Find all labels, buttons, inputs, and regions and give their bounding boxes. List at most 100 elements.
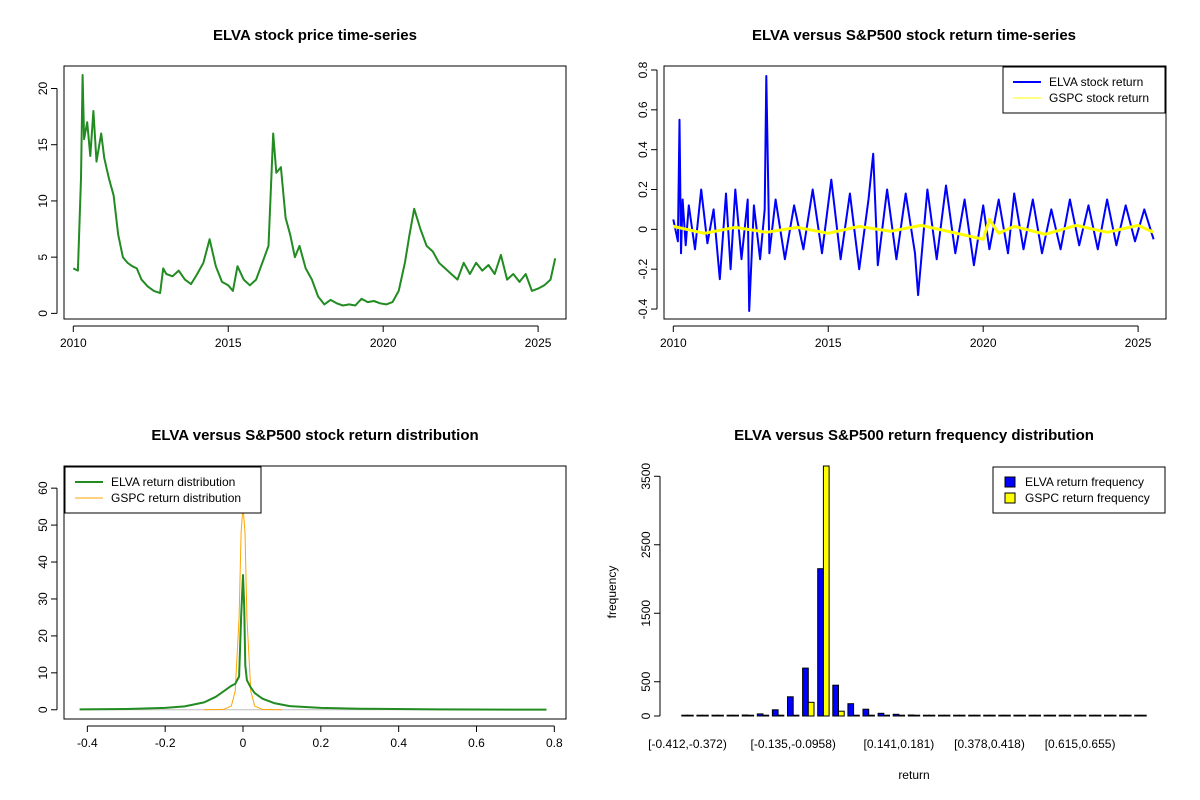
gspc-bar (838, 710, 845, 717)
x-tick-label: 2025 (525, 336, 552, 350)
elva-bar (802, 667, 809, 717)
elva-bar (771, 709, 779, 717)
legend-box (1002, 66, 1166, 114)
elva-bar (1119, 714, 1126, 717)
elva-bar (1013, 714, 1021, 717)
elva-bar (817, 568, 824, 717)
plot-area: 2010 2015 2020 2025 0 5 10 15 20 (36, 74, 557, 350)
elva-bar (953, 714, 960, 717)
y-tick-label: 0 (36, 706, 50, 713)
plot-frame (63, 465, 567, 720)
legend-label: ELVA return distribution (111, 475, 235, 489)
x-tick-label: 0.6 (468, 736, 485, 750)
x-tick-label: [0.615,0.655) (1045, 737, 1116, 751)
gspc-bar (1079, 714, 1087, 717)
chart-title: ELVA versus S&P500 return frequency dist… (734, 427, 1094, 444)
price-chart: ELVA stock price time-series 2010 2015 202… (36, 27, 567, 350)
gspc-bar (777, 714, 785, 717)
gspc-bar (898, 714, 906, 717)
y-tick-label: 0 (36, 310, 50, 317)
elva-bar (756, 713, 764, 717)
legend-box (992, 466, 1166, 514)
y-tick-label: 5 (36, 253, 50, 260)
elva-bar (847, 703, 855, 717)
y-tick-label: 0.2 (636, 181, 650, 198)
gspc-density-line (204, 506, 282, 711)
gspc-bar (1019, 714, 1026, 717)
gspc-bar (1140, 714, 1147, 717)
y-tick-label: 0.8 (636, 61, 650, 78)
y-tick-label: 30 (36, 592, 50, 606)
x-tick-label: [-0.135,-0.0958) (751, 737, 836, 751)
gspc-bar (762, 714, 770, 717)
gspc-bar (928, 714, 936, 717)
y-tick-label: 20 (36, 629, 50, 643)
elva-density-line (79, 574, 547, 711)
gspc-bar (1034, 714, 1042, 717)
gspc-bar (1004, 714, 1011, 717)
x-tick-label: [0.141,0.181) (864, 737, 935, 751)
x-tick-label: 0.2 (312, 736, 329, 750)
x-axis-label: return (898, 768, 929, 782)
gspc-bar (853, 714, 860, 717)
elva-bar (983, 714, 990, 717)
elva-bar (726, 714, 734, 717)
y-tick-label: 500 (639, 671, 653, 691)
gspc-bar (1064, 714, 1072, 717)
gspc-bar (807, 701, 815, 717)
elva-bar (998, 714, 1005, 717)
x-tick-label: [-0.412,-0.372) (648, 737, 727, 751)
elva-return-line (672, 75, 1155, 312)
x-tick-label: [0.378,0.418) (954, 737, 1025, 751)
elva-bar (787, 696, 794, 717)
y-tick-label: -0.2 (636, 259, 650, 280)
legend: ELVA stock return GSPC stock return (1002, 66, 1166, 114)
chart-title: ELVA stock price time-series (213, 27, 417, 44)
elva-bar (832, 684, 839, 717)
price-line (72, 74, 557, 307)
gspc-bar (913, 714, 921, 717)
elva-bar (1134, 714, 1141, 717)
gspc-bar (973, 714, 981, 717)
elva-bar (1104, 714, 1111, 717)
y-tick-label: 60 (36, 481, 50, 495)
gspc-bar (1049, 714, 1057, 717)
return-frequency-chart: ELVA versus S&P500 return frequency dist… (605, 427, 1166, 782)
x-tick-label: -0.2 (155, 736, 176, 750)
y-tick-label: 20 (36, 81, 50, 95)
gspc-bar (1124, 714, 1132, 717)
gspc-bar (1109, 714, 1117, 717)
elva-bar (938, 714, 945, 717)
x-tick-label: 0.8 (546, 736, 563, 750)
chart-title: ELVA versus S&P500 stock return time-ser… (752, 27, 1076, 44)
y-tick-label: 0.6 (636, 101, 650, 118)
elva-bar (862, 708, 870, 717)
elva-bar (968, 714, 975, 717)
elva-bar (1088, 714, 1096, 717)
y-tick-label: 10 (36, 666, 50, 680)
x-tick-label: 0.4 (390, 736, 407, 750)
gspc-bar (792, 714, 800, 717)
legend-label: GSPC return distribution (111, 491, 241, 505)
x-tick-label: 2010 (60, 336, 87, 350)
x-tick-label: 2025 (1125, 336, 1152, 350)
gspc-bar (868, 714, 875, 717)
legend-label: ELVA return frequency (1025, 475, 1144, 489)
x-tick-label: 0 (240, 736, 247, 750)
y-tick-label: 0.4 (636, 141, 650, 158)
elva-bar (922, 714, 930, 717)
elva-bar (741, 714, 749, 717)
x-tick-label: 2020 (970, 336, 997, 350)
y-tick-label: 10 (36, 194, 50, 208)
chart-title: ELVA versus S&P500 stock return distribu… (151, 427, 478, 444)
elva-bar (907, 714, 915, 717)
legend-swatch-gspc (1004, 492, 1016, 504)
gspc-bar (989, 714, 996, 717)
x-tick-label: 2010 (660, 336, 687, 350)
legend: ELVA return frequency GSPC return freque… (992, 466, 1166, 514)
y-tick-label: 0 (636, 226, 650, 233)
y-tick-label: 1500 (639, 600, 653, 627)
y-tick-label: 3500 (639, 463, 653, 490)
plot-area: -0.4 -0.2 0 0.2 0.4 0.6 0.8 0 10 20 30 40 50 60 (36, 481, 563, 750)
